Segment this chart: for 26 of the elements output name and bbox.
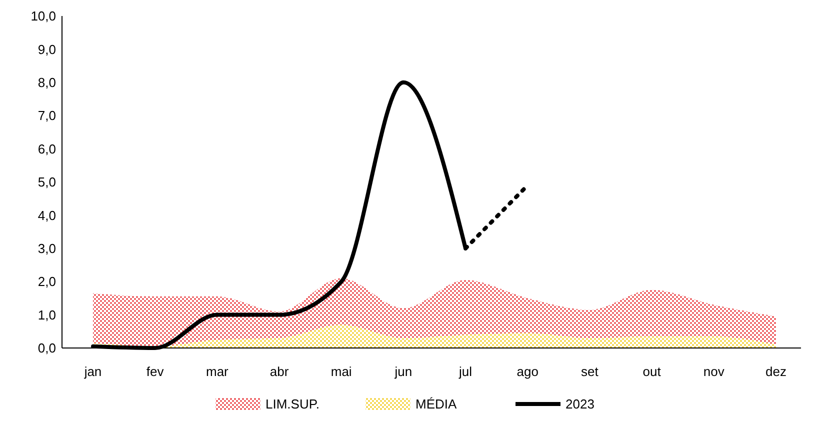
x-tick-label: out: [642, 364, 662, 379]
x-tick-label: mar: [206, 364, 230, 379]
y-tick-label: 3,0: [38, 240, 56, 256]
x-tick-label: set: [581, 364, 599, 379]
y-tick-label: 2,0: [38, 274, 56, 290]
x-tick-label: nov: [703, 364, 725, 379]
x-tick-label: fev: [146, 364, 164, 379]
x-tick-label: jun: [394, 364, 412, 379]
y-tick-label: 0,0: [38, 340, 56, 356]
y-tick-label: 6,0: [38, 141, 56, 156]
x-tick-label: dez: [766, 364, 786, 379]
legend-label: MÉDIA: [416, 396, 457, 412]
y-tick-label: 9,0: [38, 42, 56, 57]
x-tick-label: jan: [83, 364, 102, 379]
x-tick-label: ago: [516, 364, 538, 379]
y-tick-label: 1,0: [38, 307, 56, 322]
legend-label: LIM.SUP.: [266, 396, 320, 412]
x-tick-label: mai: [330, 364, 352, 379]
y-tick-label: 7,0: [38, 108, 56, 124]
x-tick-label: abr: [270, 364, 290, 379]
y-tick-label: 5,0: [38, 174, 56, 190]
y-tick-label: 8,0: [38, 74, 56, 90]
y-tick-label: 10,0: [30, 8, 56, 24]
legend-label: 2023: [566, 396, 594, 412]
y-tick-label: 4,0: [38, 208, 56, 223]
x-tick-label: jul: [458, 364, 472, 379]
